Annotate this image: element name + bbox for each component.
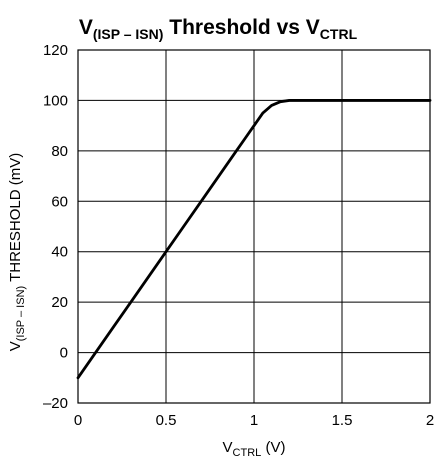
chart-title: V(ISP – ISN) Threshold vs VCTRL bbox=[79, 16, 358, 42]
y-tick-label: 60 bbox=[51, 193, 68, 210]
x-axis-label: VCTRL (V) bbox=[223, 439, 286, 459]
y-tick-label: 40 bbox=[51, 244, 68, 261]
y-tick-labels: –20 0 20 40 60 80 100 120 bbox=[43, 42, 68, 412]
x-tick-label: 2 bbox=[426, 412, 434, 429]
y-tick-label: –20 bbox=[43, 395, 68, 412]
x-tick-labels: 0 0.5 1 1.5 2 bbox=[74, 412, 434, 429]
series-line bbox=[76, 99, 432, 380]
y-tick-label: 0 bbox=[60, 345, 68, 362]
x-tick-label: 1 bbox=[250, 412, 258, 429]
x-tick-label: 0 bbox=[74, 412, 82, 429]
x-tick-label: 0.5 bbox=[156, 412, 177, 429]
y-axis-label: V(ISP – ISN) THRESHOLD (mV) bbox=[7, 153, 27, 352]
x-tick-label: 1.5 bbox=[332, 412, 353, 429]
y-tick-label: 120 bbox=[43, 42, 68, 59]
y-tick-label: 20 bbox=[51, 294, 68, 311]
grid-lines bbox=[77, 49, 431, 404]
y-tick-label: 100 bbox=[43, 92, 68, 109]
plot-frame bbox=[77, 49, 431, 404]
y-tick-label: 80 bbox=[51, 143, 68, 160]
